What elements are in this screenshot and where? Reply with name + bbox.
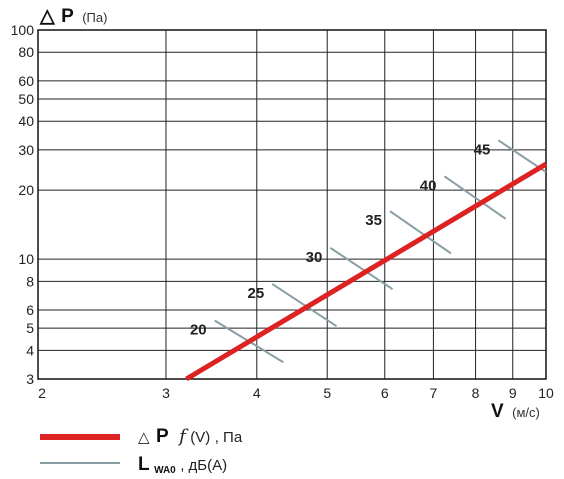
series-line-pressure: [185, 161, 548, 382]
noise-line-30: [329, 247, 394, 290]
legend: △ P f (V) , Па L WA0 , дБ(А): [40, 426, 243, 477]
x-tick-label: 2: [38, 385, 46, 401]
x-tick-label: 4: [253, 385, 261, 401]
x-tick-label: 10: [538, 385, 554, 401]
noise-label-40: 40: [420, 177, 437, 194]
x-axis-unit: (м/с): [512, 405, 540, 420]
y-axis-unit: (Па): [82, 10, 107, 25]
legend-unit-pressure: , Па: [215, 429, 243, 446]
y-axis-title: △ P (Па): [39, 6, 107, 27]
y-tick-label: 50: [18, 91, 34, 107]
y-tick-label: 4: [26, 342, 34, 358]
legend-label-pressure: △ P f (V) , Па: [138, 426, 243, 447]
legend-bold-l: L: [138, 454, 150, 475]
noise-line-35: [389, 210, 452, 255]
y-tick-label: 30: [18, 142, 34, 158]
x-tick-label: 8: [472, 385, 480, 401]
y-tick-label: 3: [26, 371, 34, 387]
y-tick-label: 8: [26, 273, 34, 289]
noise-label-25: 25: [247, 285, 264, 302]
legend-symbol: △: [138, 429, 150, 446]
y-axis-symbol: △: [39, 6, 56, 27]
legend-func: f: [177, 426, 189, 447]
y-tick-label: 10: [18, 251, 34, 267]
noise-lines: 20 25 30 35 40 45: [190, 139, 547, 364]
y-tick-label: 20: [18, 182, 34, 198]
noise-label-20: 20: [190, 321, 207, 338]
legend-unit-noise: , дБ(А): [180, 457, 227, 474]
y-tick-label: 40: [18, 113, 34, 129]
legend-label-noise: L WA0 , дБ(А): [138, 454, 227, 477]
noise-line-40: [443, 175, 507, 220]
noise-line-25: [271, 283, 338, 328]
x-tick-label: 3: [162, 385, 170, 401]
y-tick-label: 6: [26, 302, 34, 318]
y-tick-label: 60: [18, 73, 34, 89]
series-layer: [185, 161, 548, 382]
noise-label-35: 35: [365, 212, 382, 229]
x-tick-label: 7: [430, 385, 438, 401]
legend-bold-p: P: [156, 426, 169, 447]
grid: [37, 29, 547, 380]
y-axis-label: P: [61, 6, 74, 27]
y-tick-label: 80: [18, 44, 34, 60]
legend-arg: (V): [190, 429, 210, 446]
x-tick-label: 6: [381, 385, 389, 401]
x-axis-title: V (м/с): [491, 401, 540, 422]
x-tick-label: 9: [509, 385, 517, 401]
plot-frame: [37, 29, 547, 380]
noise-label-30: 30: [306, 249, 323, 266]
x-axis-label: V: [491, 401, 504, 422]
x-tick-label: 5: [323, 385, 331, 401]
y-tick-label: 5: [26, 320, 34, 336]
noise-label-45: 45: [474, 141, 491, 158]
legend-sub: WA0: [154, 465, 176, 476]
y-tick-label: 100: [11, 22, 35, 38]
